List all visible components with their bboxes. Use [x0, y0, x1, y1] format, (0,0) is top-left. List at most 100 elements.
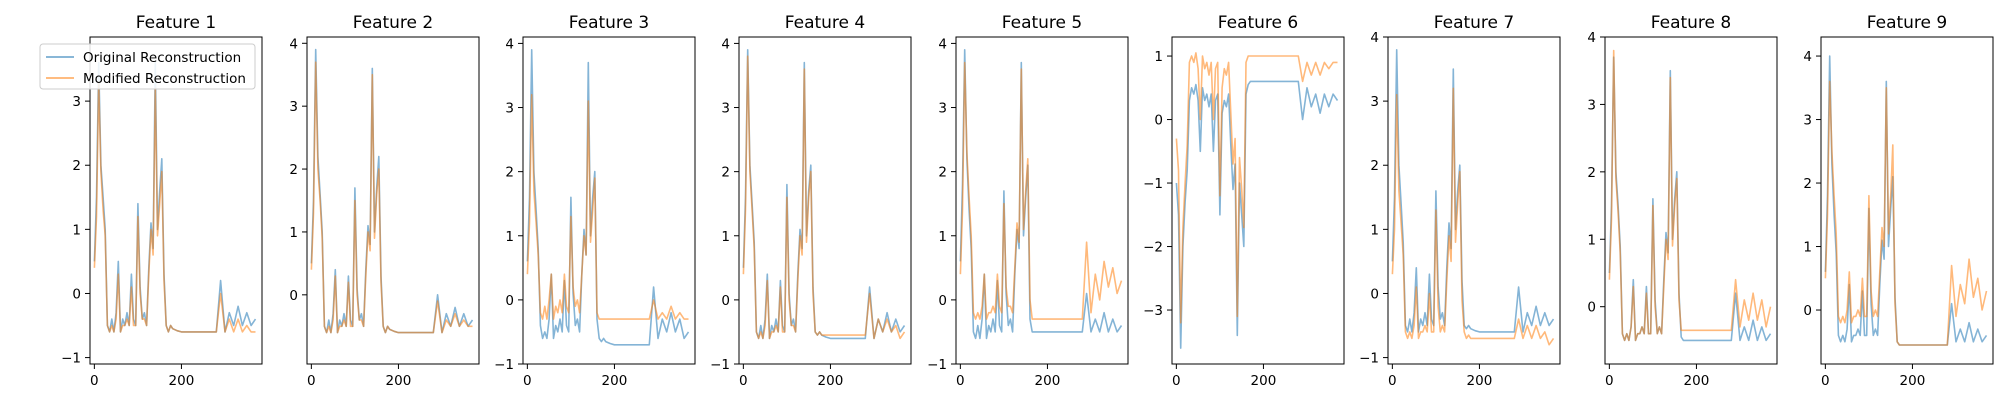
plot-frame [955, 36, 1129, 365]
subplot-feature-4: Feature 4 −1 0 1 2 3 4 0 200 [710, 13, 912, 389]
legend-label-original: Original Reconstruction [83, 50, 241, 66]
legend-label-modified: Modified Reconstruction [83, 71, 246, 87]
y-tick-label: 4 [289, 36, 298, 52]
plot-frame [738, 36, 912, 365]
y-tick-label: 3 [505, 101, 514, 117]
y-tick-label: 3 [721, 101, 730, 117]
y-tick-label: 1 [505, 229, 514, 245]
y-tick-label: 3 [72, 94, 81, 110]
y-tick-label: −1 [1359, 351, 1379, 367]
subplot-feature-8: Feature 8 0 1 2 3 4 0 200 [1587, 13, 1778, 389]
y-tick-label: 1 [1370, 222, 1379, 238]
x-tick-label: 0 [90, 373, 99, 389]
y-tick-label: 2 [721, 165, 730, 181]
y-tick-label: 0 [505, 293, 514, 309]
subplot-title: Feature 6 [1218, 13, 1298, 33]
y-tick-label: 4 [1803, 49, 1812, 65]
plot-frame [1820, 36, 1994, 365]
x-tick-label: 200 [1251, 373, 1277, 389]
series-line-modified [1824, 80, 1988, 346]
y-tick-label: 2 [1370, 158, 1379, 174]
x-tick-label: 0 [1821, 373, 1830, 389]
plot-frame [1171, 36, 1345, 365]
y-tick-label: 0 [289, 288, 298, 304]
x-tick-label: 0 [523, 373, 532, 389]
subplot-title: Feature 7 [1434, 13, 1514, 33]
y-tick-label: 0 [1803, 303, 1812, 319]
y-tick-label: 3 [1370, 94, 1379, 110]
plot-frame [1387, 36, 1561, 365]
legend-frame [39, 43, 256, 90]
subplot-feature-7: Feature 7 −1 0 1 2 3 4 0 200 [1359, 13, 1561, 389]
x-tick-label: 200 [1035, 373, 1061, 389]
y-tick-label: 0 [1154, 113, 1163, 129]
subplot-title: Feature 4 [785, 13, 865, 33]
subplot-title: Feature 3 [569, 13, 649, 33]
y-tick-label: 2 [1587, 165, 1596, 181]
subplot-title: Feature 5 [1002, 13, 1082, 33]
y-tick-label: −3 [1143, 303, 1163, 319]
subplot-title: Feature 2 [353, 13, 433, 33]
y-tick-label: 2 [505, 165, 514, 181]
x-tick-label: 200 [602, 373, 628, 389]
y-tick-label: 3 [1587, 97, 1596, 113]
subplot-feature-6: Feature 6 −3 −2 −1 0 1 0 200 [1143, 13, 1345, 389]
series-line-modified [742, 55, 906, 340]
y-tick-label: 2 [289, 162, 298, 178]
y-tick-label: 1 [721, 229, 730, 245]
series-line-original [1175, 80, 1339, 349]
y-tick-label: 0 [938, 293, 947, 309]
y-tick-label: 2 [938, 165, 947, 181]
x-tick-label: 200 [386, 373, 412, 389]
x-tick-label: 0 [307, 373, 316, 389]
subplot-feature-2: Feature 2 0 1 2 3 4 0 200 [289, 13, 480, 389]
y-tick-label: 3 [938, 101, 947, 117]
subplot-title: Feature 1 [136, 13, 216, 33]
y-tick-label: 4 [1587, 30, 1596, 46]
x-tick-label: 0 [956, 373, 965, 389]
series-line-modified [93, 81, 256, 333]
y-tick-label: 4 [938, 36, 947, 52]
subplot-title: Feature 8 [1651, 13, 1731, 33]
x-tick-label: 200 [1900, 373, 1926, 389]
y-tick-label: 2 [72, 158, 81, 174]
y-tick-label: 0 [1587, 300, 1596, 316]
legend: Original Reconstruction Modified Reconst… [39, 43, 256, 90]
series-line-modified [959, 61, 1123, 320]
plot-frame [89, 36, 263, 365]
y-tick-label: 1 [72, 222, 81, 238]
y-tick-label: 4 [1370, 30, 1379, 46]
subplot-feature-5: Feature 5 −1 0 1 2 3 4 0 200 [927, 13, 1129, 389]
subplot-feature-9: Feature 9 0 1 2 3 4 0 200 [1803, 13, 1994, 389]
plot-frame [522, 36, 696, 365]
plot-frame [306, 36, 480, 365]
x-tick-label: 200 [818, 373, 844, 389]
x-tick-label: 200 [169, 373, 195, 389]
y-tick-label: 0 [721, 293, 730, 309]
y-tick-label: 1 [938, 229, 947, 245]
x-tick-label: 0 [739, 373, 748, 389]
subplot-feature-1: Feature 1 −1 0 1 2 3 0 200 [61, 13, 263, 389]
y-tick-label: −1 [61, 351, 81, 367]
y-tick-label: 3 [1803, 113, 1812, 129]
subplot-feature-3: Feature 3 −1 0 1 2 3 4 0 200 [494, 13, 696, 389]
y-tick-label: 1 [289, 225, 298, 241]
x-tick-label: 0 [1605, 373, 1614, 389]
x-tick-label: 0 [1388, 373, 1397, 389]
plot-frame [1604, 36, 1778, 365]
series-line-modified [1391, 87, 1555, 346]
y-tick-label: 2 [1803, 176, 1812, 192]
y-tick-label: 1 [1803, 240, 1812, 256]
y-tick-label: 3 [289, 99, 298, 115]
series-line-modified [1608, 49, 1772, 342]
y-tick-label: −1 [1143, 176, 1163, 192]
subplot-title: Feature 9 [1867, 13, 1947, 33]
series-line-modified [526, 93, 689, 320]
y-tick-label: −1 [927, 357, 947, 373]
y-tick-label: 4 [505, 36, 514, 52]
y-tick-label: 0 [1370, 286, 1379, 302]
y-tick-label: −1 [710, 357, 730, 373]
y-tick-label: 0 [72, 286, 81, 302]
